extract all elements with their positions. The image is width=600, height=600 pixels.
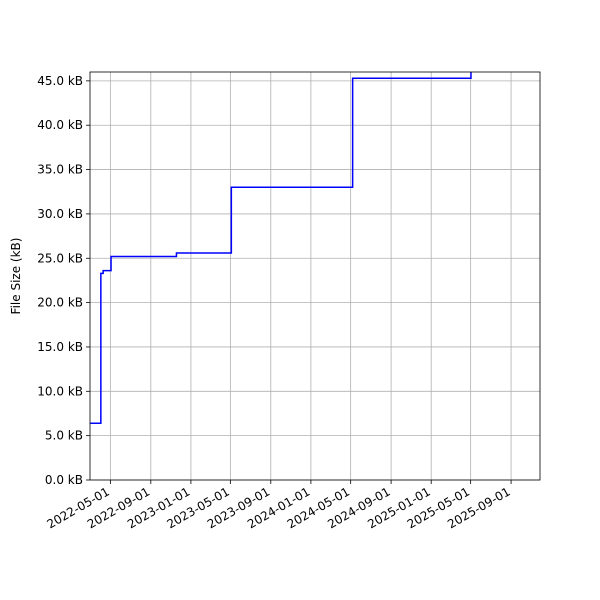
y-tick-label: 5.0 kB xyxy=(45,429,83,443)
series-line xyxy=(90,72,472,424)
y-tick-label: 40.0 kB xyxy=(37,118,83,132)
y-tick-label: 35.0 kB xyxy=(37,163,83,177)
y-axis-ticks: 0.0 kB 5.0 kB 10.0 kB 15.0 kB 20.0 kB 25.0 kB… xyxy=(37,74,90,487)
y-tick-label: 25.0 kB xyxy=(37,251,83,265)
y-tick-label: 0.0 kB xyxy=(45,473,83,487)
plot-frame xyxy=(89,71,541,481)
y-axis-label: File Size (kB) xyxy=(9,238,23,315)
y-tick-label: 10.0 kB xyxy=(37,384,83,398)
series-layer xyxy=(90,72,472,424)
y-tick-label: 20.0 kB xyxy=(37,296,83,310)
y-tick-label: 15.0 kB xyxy=(37,340,83,354)
x-grid xyxy=(109,72,512,480)
y-tick-label: 30.0 kB xyxy=(37,207,83,221)
y-tick-label: 45.0 kB xyxy=(37,74,83,88)
